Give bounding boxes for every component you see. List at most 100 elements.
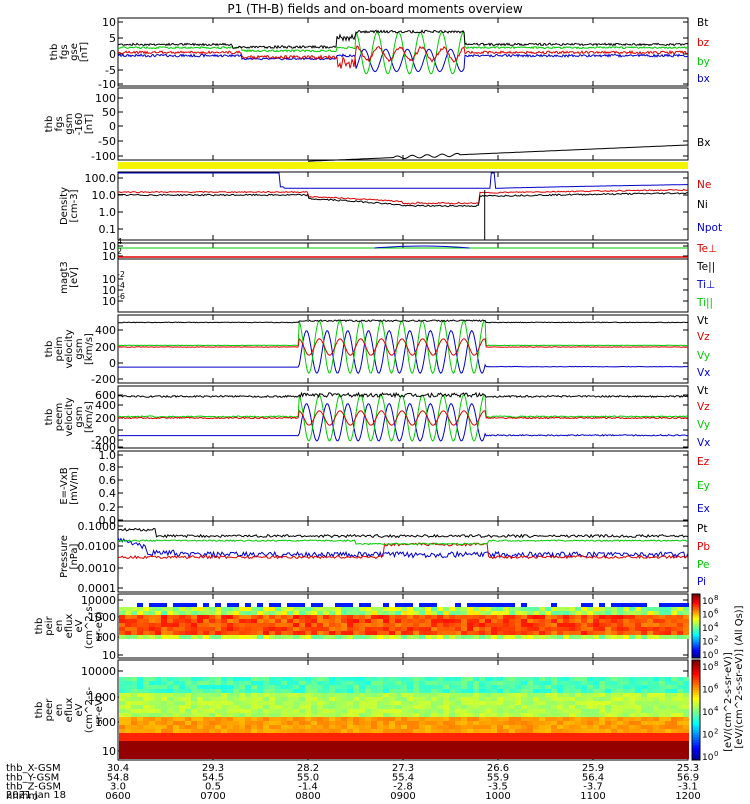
- ytick-label: 10: [102, 649, 116, 662]
- ylabel-line: eflux: [64, 614, 75, 639]
- ylabel-line: [km/s]: [84, 333, 95, 365]
- ytick-label: -10: [98, 78, 116, 91]
- x-axis-value: -3.1: [678, 782, 698, 793]
- x-axis-value: -3.5: [488, 782, 508, 793]
- colorbar-tick-base: 10: [702, 731, 714, 741]
- colorbar-frame: [691, 659, 701, 761]
- panel-pressure: Pressure [nPa] 0.1000 0.0100 0.0010 0.0001 Pt P…: [59, 520, 710, 595]
- x-axis-value: 1200: [675, 791, 700, 800]
- ylabel-line: sr-eV): [94, 611, 105, 640]
- legend-Vt: Vt: [697, 315, 708, 327]
- colorbar-tick-exp: 6: [714, 683, 719, 691]
- yellow-flag-bar: [118, 162, 688, 169]
- ytick-label: 0: [109, 424, 116, 437]
- ytick-label: -200: [91, 434, 116, 447]
- ytick-exponent: -2: [117, 270, 125, 279]
- x-axis-value: 55.9: [487, 772, 509, 783]
- ylabel-line: thb: [44, 409, 55, 426]
- panel-frame: [117, 87, 689, 161]
- legend-Vy: Vy: [697, 350, 710, 362]
- x-axis-value: 55.4: [392, 772, 414, 783]
- series-Vx-panel5: [118, 402, 688, 442]
- ytick-label: 0.0010: [78, 562, 117, 575]
- ylabel-line: sr-eV): [94, 695, 105, 724]
- ytick-label: -50: [98, 135, 116, 148]
- ylabel-line: gsm: [64, 113, 75, 134]
- ytick-label: 10: [102, 745, 116, 758]
- ytick-label: 10: [102, 240, 116, 253]
- ytick-exponent: -4: [117, 281, 125, 290]
- ytick-exponent: -6: [117, 292, 125, 301]
- legend-Ex: Ex: [697, 503, 710, 515]
- x-axis-row-label: hhmm: [6, 791, 38, 800]
- ylabel-line: eV: [74, 619, 85, 632]
- x-axis-value: 3.0: [110, 782, 126, 793]
- ytick-exponent: 2: [117, 247, 122, 256]
- ytick-label: 0.4: [99, 487, 117, 500]
- ylabel-line: [nT]: [84, 114, 95, 134]
- series-Ni: [117, 192, 689, 208]
- ylabel-line: peem: [54, 403, 65, 431]
- x-axis-value: 29.3: [202, 763, 224, 774]
- ylabel-line: [km/s]: [84, 401, 95, 433]
- colorbar-tick-exp: 0: [714, 648, 718, 656]
- x-axis-value: 54.8: [107, 772, 129, 783]
- colorbar-tick-exp: 2: [714, 635, 718, 643]
- ylabel-line: (cm^2-s-: [84, 686, 95, 733]
- panel-efield: E=-VxB [mV/m] 1.00.80.60.40.20.0 Ez Ey Ex: [59, 449, 710, 527]
- ytick-label: 0.0100: [78, 540, 117, 553]
- colorbar-tick-base: 10: [702, 651, 714, 661]
- panel-peim-velocity: thb peim velocity gsm [km/s]400 200 0 -200 Vt Vz V…: [44, 314, 710, 386]
- ytick-label: 10: [102, 16, 116, 29]
- legend-Vz: Vz: [697, 401, 710, 413]
- panel-peem-velocity: thb peem velocity gsm [km/s]6004002000-200-4…: [44, 385, 710, 454]
- x-axis-row-label: thb_X-GSM: [6, 763, 61, 774]
- spectrogram-0: [119, 603, 689, 639]
- ytick-label: 0.6: [99, 474, 117, 487]
- ylabel-line: fgs: [54, 116, 65, 131]
- ytick-label: 0.1000: [78, 520, 117, 533]
- x-axis-value: 25.9: [582, 763, 604, 774]
- series-Pt: [117, 527, 689, 539]
- spectrogram-1: [119, 677, 689, 759]
- ytick-label: 100.0: [85, 172, 117, 185]
- x-axis-value: 0600: [105, 791, 130, 800]
- x-axis-value: 56.9: [677, 772, 699, 783]
- panel-density: Density [cm-3] 100.0 10.0 1.0 0.1 Ne Ni Npot: [59, 171, 722, 241]
- legend-Pb: Pb: [697, 541, 710, 553]
- ytick-label: 0.2: [99, 501, 117, 514]
- panel-peir-en-eflux: thb peir en eflux eV (cm^2-s-sr-eV) 10000 1000 1…: [34, 593, 689, 662]
- ytick-label: 1.0: [99, 206, 117, 219]
- x-axis-value: 55.0: [297, 772, 319, 783]
- ylabel-line: [eV]: [69, 267, 80, 288]
- x-axis-value: 1100: [580, 791, 605, 800]
- series-Vz-panel4: [117, 337, 689, 356]
- legend-Ti⊥: Ti⊥: [696, 279, 715, 291]
- legend-Bt: Bt: [697, 17, 708, 29]
- legend-Pt: Pt: [697, 523, 707, 535]
- ylabel-line: gsm: [74, 338, 85, 359]
- panel-magt3: magt3 [eV]10 410 210 -210 -410 -6Te⊥Te||Ti⊥Ti|…: [59, 237, 717, 313]
- colorbar-tick-base: 10: [702, 708, 714, 718]
- x-axis-row-label: thb_Z-GSM: [6, 782, 61, 793]
- colorbar-tick-exp: 6: [714, 608, 719, 616]
- ylabel-line: thb: [44, 341, 55, 358]
- colorbar-tick-base: 10: [702, 638, 714, 648]
- ytick-label: 0.1: [99, 223, 117, 236]
- ytick-label: 200: [95, 412, 116, 425]
- colorbar-tick-base: 10: [702, 686, 714, 696]
- legend-bx: bx: [697, 73, 710, 85]
- legend-Ni: Ni: [697, 199, 708, 211]
- ytick-label: 5: [109, 32, 116, 45]
- panel-frame: [117, 314, 689, 384]
- colorbar-tick-exp: 4: [714, 705, 719, 713]
- x-axis-value: 25.3: [677, 763, 699, 774]
- legend-by: by: [697, 56, 710, 68]
- ytick-label: 1000: [88, 691, 116, 704]
- x-axis-value: 0700: [200, 791, 225, 800]
- ylabel-line: [mV/m]: [69, 467, 80, 505]
- ylabel-line: thb: [49, 44, 60, 61]
- series-Vz-panel5: [117, 410, 689, 426]
- ytick-label: -100: [91, 150, 116, 163]
